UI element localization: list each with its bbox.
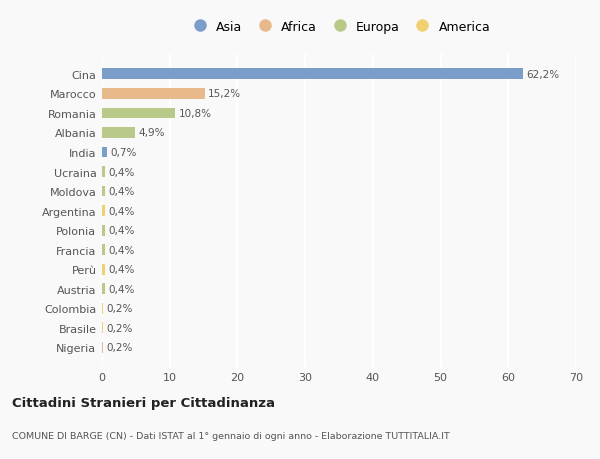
Bar <box>102 323 103 334</box>
Text: 0,2%: 0,2% <box>107 323 133 333</box>
Text: 0,4%: 0,4% <box>108 265 134 274</box>
Text: 62,2%: 62,2% <box>527 70 560 79</box>
Text: Cittadini Stranieri per Cittadinanza: Cittadini Stranieri per Cittadinanza <box>12 396 275 409</box>
Text: 0,2%: 0,2% <box>107 304 133 313</box>
Text: 0,4%: 0,4% <box>108 284 134 294</box>
Bar <box>102 186 105 197</box>
Bar <box>102 206 105 217</box>
Text: 0,2%: 0,2% <box>107 343 133 353</box>
Text: 0,4%: 0,4% <box>108 226 134 235</box>
Text: 0,4%: 0,4% <box>108 206 134 216</box>
Bar <box>102 245 105 256</box>
Bar <box>102 89 205 100</box>
Text: 0,4%: 0,4% <box>108 167 134 177</box>
Text: 4,9%: 4,9% <box>139 128 165 138</box>
Text: 0,4%: 0,4% <box>108 187 134 196</box>
Text: 15,2%: 15,2% <box>208 89 241 99</box>
Bar <box>102 342 103 353</box>
Bar <box>102 225 105 236</box>
Bar <box>102 284 105 295</box>
Text: 0,4%: 0,4% <box>108 245 134 255</box>
Text: 0,7%: 0,7% <box>110 148 137 157</box>
Text: COMUNE DI BARGE (CN) - Dati ISTAT al 1° gennaio di ogni anno - Elaborazione TUTT: COMUNE DI BARGE (CN) - Dati ISTAT al 1° … <box>12 431 450 440</box>
Bar <box>102 128 135 139</box>
Bar <box>102 264 105 275</box>
Text: 10,8%: 10,8% <box>179 109 212 118</box>
Bar <box>102 108 175 119</box>
Bar <box>102 303 103 314</box>
Bar <box>102 167 105 178</box>
Legend: Asia, Africa, Europa, America: Asia, Africa, Europa, America <box>188 21 490 34</box>
Bar <box>102 69 523 80</box>
Bar <box>102 147 107 158</box>
